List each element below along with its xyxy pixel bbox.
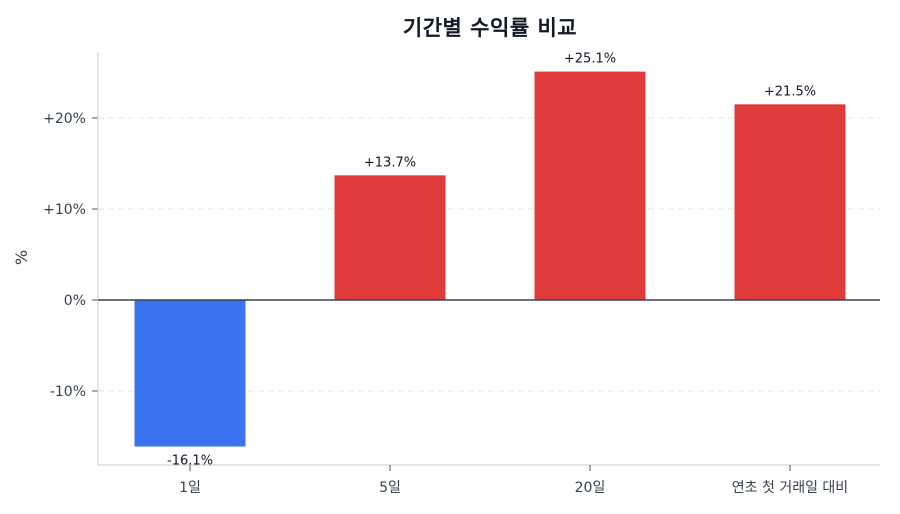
value-label: +25.1% [564, 52, 616, 67]
chart-title: 기간별 수익률 비교 [402, 16, 578, 40]
y-tick-label: -10% [50, 384, 86, 400]
bar-4 [734, 104, 846, 300]
y-tick-label: 0% [64, 293, 86, 309]
x-tick-label: 20일 [575, 480, 606, 496]
x-tick-label: 연초 첫 거래일 대비 [732, 480, 848, 496]
x-tick-label: 1일 [179, 480, 201, 496]
bar-2 [334, 175, 446, 300]
y-tick-label: +10% [43, 202, 86, 218]
value-label: +21.5% [764, 84, 816, 99]
value-label: +13.7% [364, 155, 416, 170]
bar-1 [134, 300, 246, 447]
bar-3 [534, 71, 646, 300]
value-label: -16.1% [167, 454, 213, 469]
x-tick-label: 5일 [379, 480, 401, 496]
y-tick-label: +20% [43, 111, 86, 127]
